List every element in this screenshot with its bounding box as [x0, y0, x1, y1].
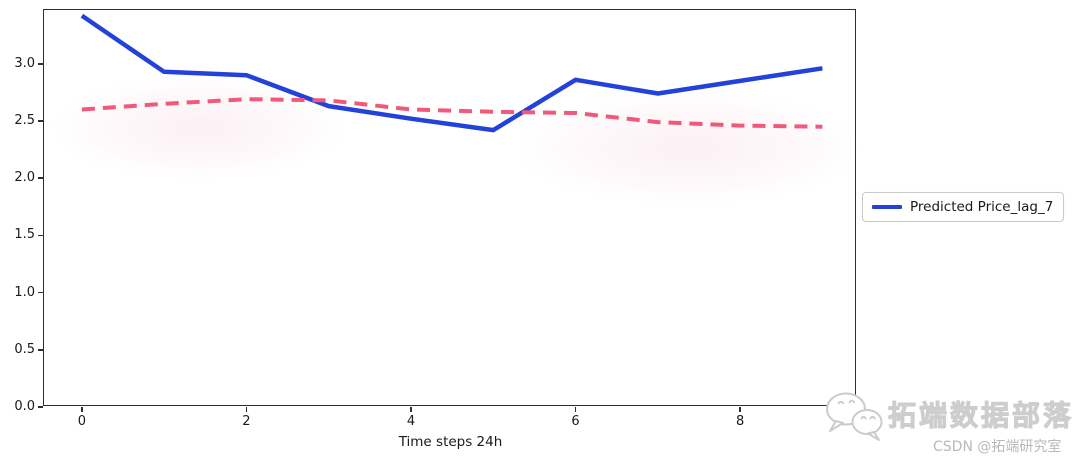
x-tick-mark — [410, 407, 412, 412]
y-tick-label: 0.5 — [14, 341, 35, 357]
x-axis-label: Time steps 24h — [398, 434, 503, 450]
wechat-icon — [826, 392, 883, 441]
series-line-1 — [81, 97, 823, 129]
y-tick-label: 0.0 — [14, 399, 35, 414]
y-tick-mark — [37, 234, 43, 237]
legend-line-swatch — [872, 205, 902, 209]
credit-text: CSDN @拓端研究室 — [933, 439, 1062, 455]
x-tick-label: 0 — [77, 414, 86, 429]
y-tick-mark — [37, 349, 43, 351]
x-tick-label: 8 — [736, 414, 745, 429]
y-tick-mark — [37, 177, 43, 179]
watermark: 拓端数据部落 — [822, 390, 1074, 442]
watermark-brand-text: 拓端数据部落 — [887, 399, 1075, 432]
x-tick-mark — [574, 407, 577, 412]
x-tick-label: 6 — [571, 414, 580, 429]
y-tick-label: 1.5 — [14, 227, 35, 243]
x-tick-mark — [81, 407, 83, 412]
y-tick-mark — [37, 63, 43, 65]
chart-canvas — [80, 13, 823, 133]
plot-area: 0.0 0.5 1.0 1.5 2.0 2.5 3.0 0 2 4 6 8 Time steps 24… — [14, 9, 859, 450]
y-tick-mark — [37, 406, 43, 408]
y-tick-mark — [37, 291, 43, 294]
y-tick-mark — [37, 120, 43, 122]
y-tick-label: 3.0 — [14, 55, 35, 71]
series-line-0 — [80, 13, 823, 133]
x-tick-label: 4 — [406, 414, 416, 429]
x-tick-label: 2 — [242, 414, 251, 429]
y-tick-label: 1.0 — [14, 284, 35, 300]
legend: Predicted Price_lag_7 — [862, 192, 1065, 222]
y-tick-label: 2.5 — [14, 112, 35, 128]
x-tick-mark — [739, 407, 741, 412]
x-tick-mark — [245, 407, 248, 412]
y-tick-label: 2.0 — [14, 170, 35, 186]
legend-label: Predicted Price_lag_7 — [910, 199, 1054, 215]
